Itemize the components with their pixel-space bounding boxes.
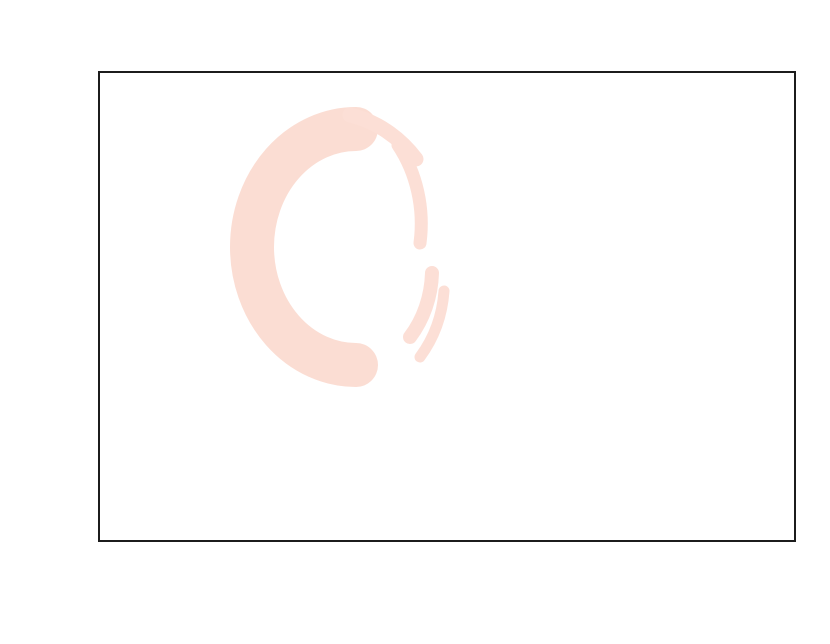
plot-frame (98, 71, 796, 542)
